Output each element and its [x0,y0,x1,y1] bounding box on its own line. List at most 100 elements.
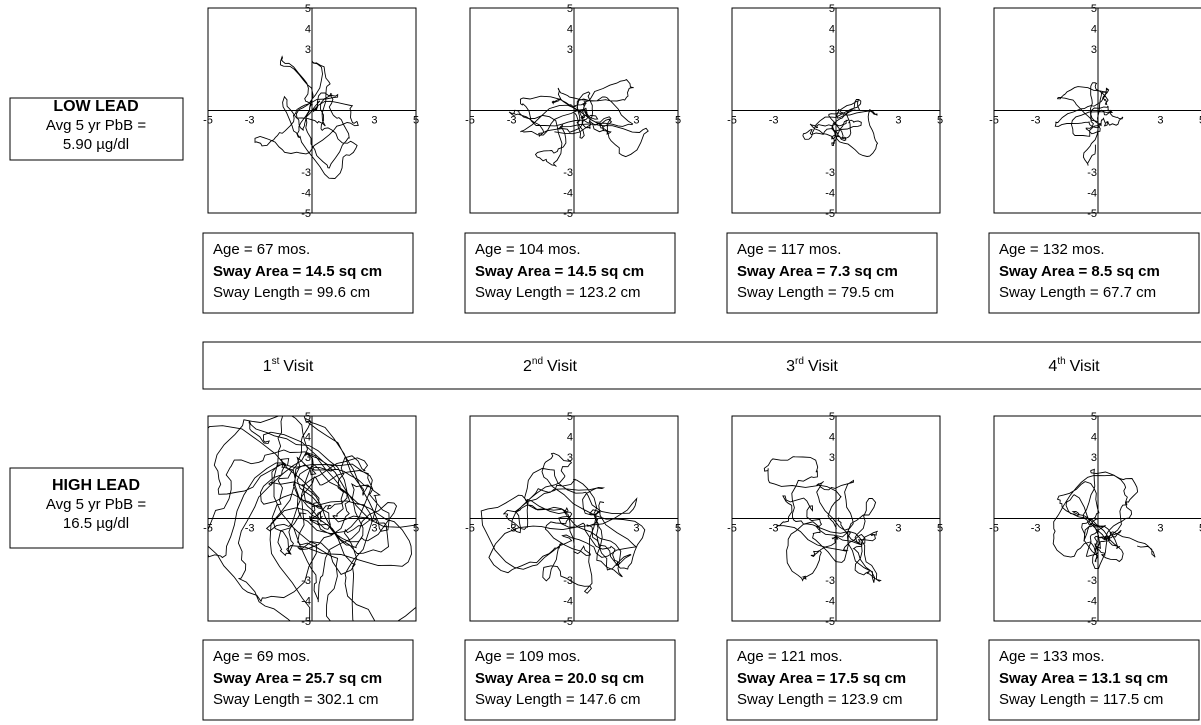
y-tick-label: -4 [563,596,573,608]
y-tick-label: 3 [1091,452,1097,464]
x-tick-label: 3 [1157,115,1163,127]
y-tick-label: -3 [1087,575,1097,587]
y-tick-label: 3 [305,452,311,464]
x-tick-label: -3 [769,523,779,535]
y-tick-label: -4 [301,188,311,200]
y-tick-label: -3 [825,167,835,179]
y-tick-label: -3 [825,575,835,587]
x-tick-label: -5 [727,115,737,127]
sway-trace [802,98,879,157]
info-box [988,232,1200,314]
y-tick-label: 4 [305,432,311,444]
sway-trace [208,416,416,621]
x-tick-label: -3 [1031,523,1041,535]
y-tick-label: -5 [563,208,573,220]
info-area: Sway Area = 8.5 sq cm [999,263,1160,280]
visit-suffix: rd [795,356,804,367]
info-box [202,639,414,721]
visit-ordinal: 4 [1048,358,1057,375]
x-tick-label: -3 [245,115,255,127]
info-area: Sway Area = 7.3 sq cm [737,263,898,280]
x-tick-label: -3 [507,523,517,535]
info-box [726,639,938,721]
visit-label: 2nd Visit [523,356,578,375]
y-tick-label: 4 [567,432,573,444]
y-tick-label: 4 [1091,432,1097,444]
visit-word: Visit [547,358,577,375]
info-length: Sway Length = 79.5 cm [737,284,894,301]
visit-ordinal: 3 [786,358,795,375]
visit-ordinal: 1 [263,358,272,375]
info-area: Sway Area = 25.7 sq cm [213,670,382,687]
visit-word: Visit [1070,358,1100,375]
row-label-title: LOW LEAD [53,98,138,115]
y-tick-label: 3 [567,44,573,56]
info-age: Age = 133 mos. [999,648,1104,665]
y-tick-label: -3 [1087,167,1097,179]
x-tick-label: 3 [371,523,377,535]
x-tick-label: 3 [1157,523,1163,535]
y-tick-label: -3 [301,167,311,179]
x-tick-label: -5 [203,523,213,535]
visit-word: Visit [808,358,838,375]
info-length: Sway Length = 67.7 cm [999,284,1156,301]
y-tick-label: -3 [301,575,311,587]
info-box [988,639,1200,721]
x-tick-label: -5 [989,523,999,535]
x-tick-label: -5 [465,115,475,127]
y-tick-label: 5 [829,3,835,15]
sway-trace [763,456,882,583]
info-length: Sway Length = 123.9 cm [737,691,903,708]
visit-suffix: st [272,356,280,367]
y-tick-label: 3 [305,44,311,56]
visit-label: 1st Visit [263,356,314,375]
y-tick-label: -5 [825,616,835,628]
y-tick-label: -5 [301,208,311,220]
visit-ordinal: 2 [523,358,532,375]
x-tick-label: -3 [245,523,255,535]
info-box [202,232,414,314]
y-tick-label: -5 [825,208,835,220]
info-area: Sway Area = 14.5 sq cm [213,263,382,280]
y-tick-label: -5 [1087,616,1097,628]
y-tick-label: 5 [305,411,311,423]
y-tick-label: -4 [563,188,573,200]
info-length: Sway Length = 147.6 cm [475,691,641,708]
info-box [464,232,676,314]
x-tick-label: 5 [1199,115,1201,127]
y-tick-label: -5 [563,616,573,628]
y-tick-label: 5 [567,411,573,423]
info-age: Age = 67 mos. [213,241,310,258]
visit-word: Visit [283,358,313,375]
x-tick-label: -5 [203,115,213,127]
x-tick-label: -3 [769,115,779,127]
y-tick-label: 3 [1091,44,1097,56]
info-area: Sway Area = 20.0 sq cm [475,670,644,687]
y-tick-label: -3 [563,575,573,587]
x-tick-label: 3 [895,115,901,127]
visit-label: 3rd Visit [786,356,838,375]
sway-trace [1054,82,1124,166]
y-tick-label: 3 [829,44,835,56]
y-tick-label: 5 [305,3,311,15]
y-tick-label: 5 [1091,3,1097,15]
row-label-title: HIGH LEAD [52,477,140,494]
x-tick-label: -3 [1031,115,1041,127]
x-tick-label: -5 [465,523,475,535]
info-age: Age = 121 mos. [737,648,842,665]
row-label-text: 5.90 µg/dl [63,136,129,153]
info-length: Sway Length = 117.5 cm [999,691,1163,708]
y-tick-label: 4 [829,432,835,444]
info-area: Sway Area = 17.5 sq cm [737,670,906,687]
info-age: Age = 109 mos. [475,648,580,665]
sway-trace [480,452,646,594]
sway-trace [508,79,649,167]
info-age: Age = 117 mos. [737,241,841,258]
visit-suffix: th [1057,356,1065,367]
x-tick-label: 5 [675,115,681,127]
info-length: Sway Length = 123.2 cm [475,284,641,301]
info-age: Age = 132 mos. [999,241,1104,258]
x-tick-label: 5 [1199,523,1201,535]
